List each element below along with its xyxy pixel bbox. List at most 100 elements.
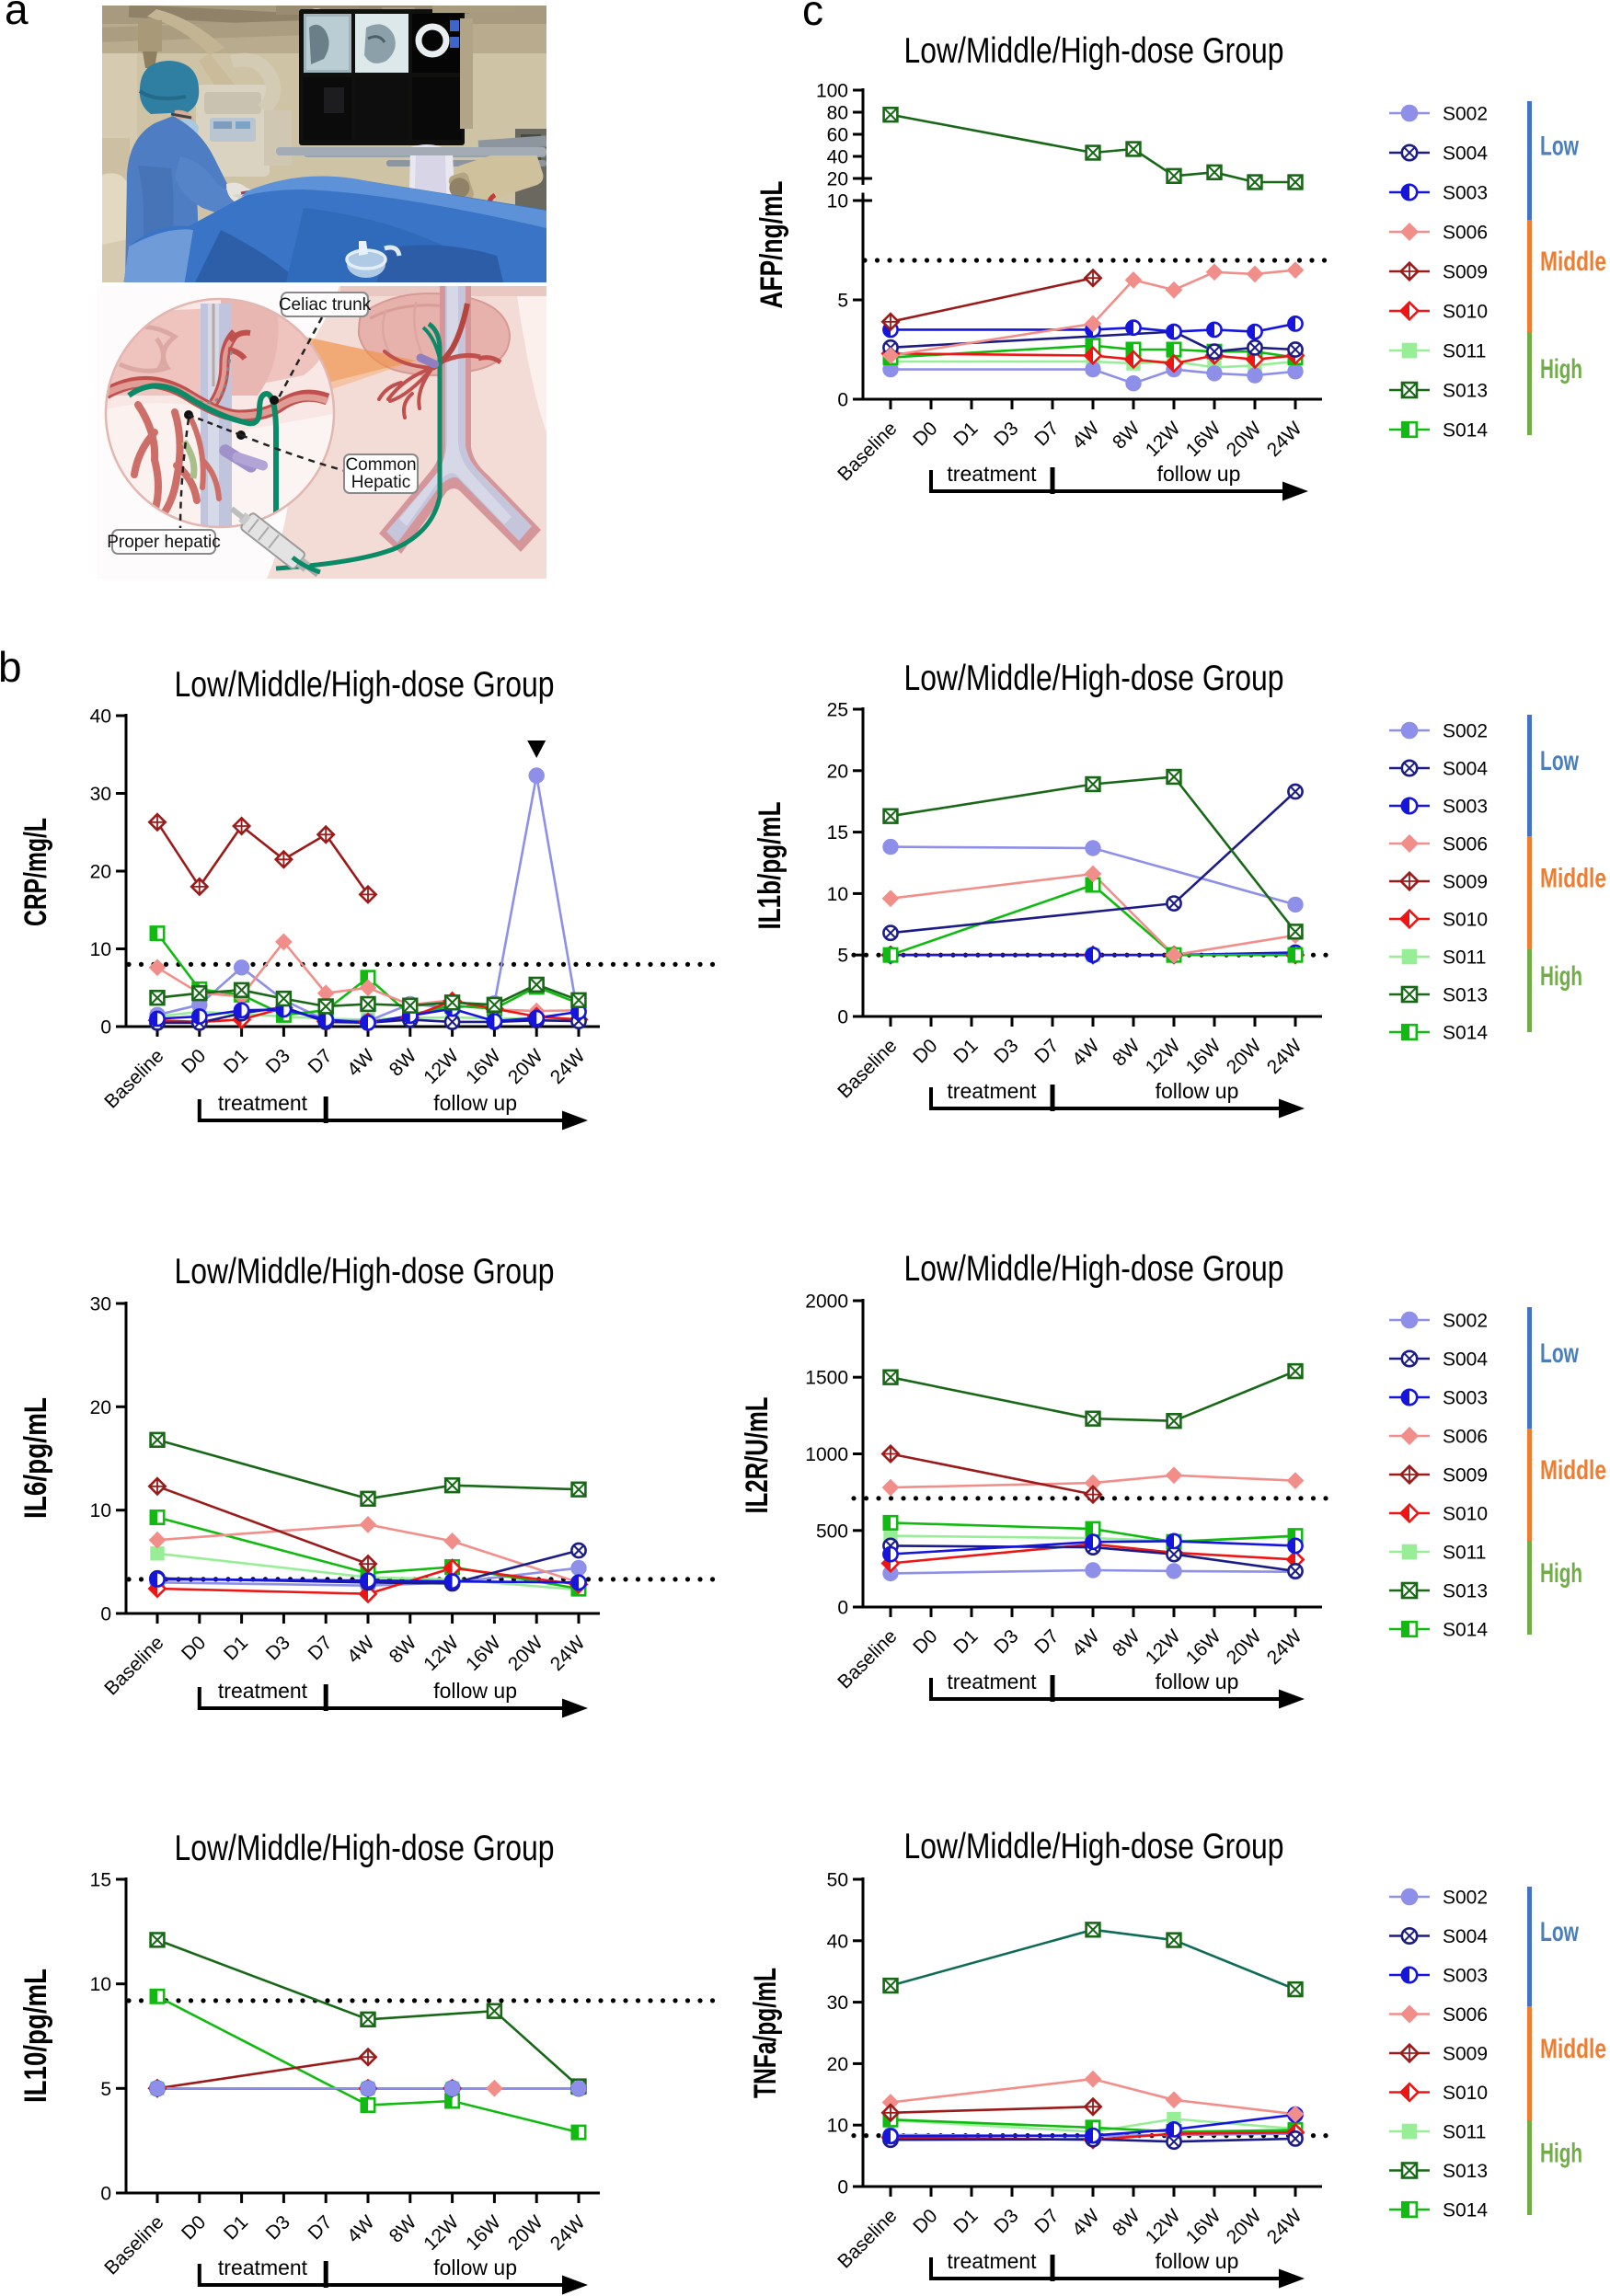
svg-text:24W: 24W (1263, 1035, 1306, 1078)
svg-text:S003: S003 (1443, 1966, 1488, 1987)
svg-text:D7: D7 (1030, 2205, 1063, 2237)
svg-text:treatment: treatment (947, 462, 1037, 486)
svg-text:20W: 20W (504, 1045, 547, 1088)
svg-text:CRP/mg/L: CRP/mg/L (18, 818, 53, 926)
svg-text:S009: S009 (1443, 262, 1488, 283)
svg-text:0: 0 (837, 1598, 848, 1619)
svg-text:80: 80 (827, 103, 848, 124)
svg-text:D1: D1 (949, 2205, 982, 2237)
svg-text:Low/Middle/High-dose Group: Low/Middle/High-dose Group (904, 1249, 1284, 1289)
svg-text:D7: D7 (1030, 1035, 1063, 1067)
svg-text:S003: S003 (1443, 1388, 1488, 1409)
svg-text:1500: 1500 (805, 1368, 848, 1389)
svg-text:5: 5 (837, 291, 848, 312)
svg-text:16W: 16W (462, 1632, 505, 1675)
svg-text:0: 0 (100, 1017, 111, 1039)
svg-text:20: 20 (827, 169, 848, 190)
svg-text:12W: 12W (420, 1632, 463, 1675)
svg-text:treatment: treatment (947, 1079, 1037, 1103)
svg-text:TNFa/pg/mL: TNFa/pg/mL (748, 1968, 783, 2098)
svg-text:follow up: follow up (433, 2256, 517, 2279)
svg-text:c: c (802, 0, 823, 34)
svg-text:10: 10 (827, 884, 848, 905)
svg-text:4W: 4W (1068, 1035, 1104, 1071)
svg-text:D0: D0 (178, 1045, 210, 1077)
svg-text:20: 20 (827, 761, 848, 782)
svg-text:IL2R/U/mL: IL2R/U/mL (740, 1397, 775, 1514)
svg-text:AFP/ng/mL: AFP/ng/mL (754, 181, 789, 309)
svg-text:12W: 12W (1142, 418, 1185, 461)
svg-text:Low: Low (1540, 1338, 1579, 1369)
svg-text:Low/Middle/High-dose Group: Low/Middle/High-dose Group (175, 665, 555, 705)
svg-text:S009: S009 (1443, 1465, 1488, 1487)
svg-text:treatment: treatment (218, 1679, 308, 1703)
svg-text:follow up: follow up (1156, 1079, 1239, 1103)
svg-text:12W: 12W (420, 2211, 463, 2255)
svg-text:D0: D0 (909, 1625, 941, 1658)
svg-text:Proper hepatic: Proper hepatic (107, 533, 221, 552)
svg-text:40: 40 (827, 1931, 848, 1952)
svg-text:High: High (1540, 961, 1582, 992)
svg-text:8W: 8W (1109, 2205, 1144, 2241)
svg-text:S010: S010 (1443, 1504, 1488, 1525)
svg-text:Middle: Middle (1540, 247, 1606, 277)
svg-text:16W: 16W (1182, 1035, 1225, 1078)
svg-text:D3: D3 (990, 1625, 1022, 1658)
svg-text:D1: D1 (220, 1632, 252, 1664)
svg-text:10: 10 (827, 2116, 848, 2137)
svg-text:S004: S004 (1443, 1926, 1488, 1947)
svg-text:Middle: Middle (1540, 864, 1606, 894)
svg-text:10: 10 (90, 1500, 111, 1521)
svg-text:S004: S004 (1443, 1349, 1488, 1371)
svg-text:0: 0 (837, 390, 848, 411)
svg-text:2000: 2000 (805, 1292, 848, 1313)
svg-text:15: 15 (827, 822, 848, 844)
svg-text:S006: S006 (1443, 1427, 1488, 1448)
svg-text:Baseline: Baseline (834, 2205, 901, 2272)
svg-text:8W: 8W (1109, 418, 1144, 453)
svg-text:20: 20 (90, 862, 111, 883)
svg-text:Low/Middle/High-dose Group: Low/Middle/High-dose Group (904, 31, 1284, 71)
svg-text:24W: 24W (1263, 2205, 1306, 2248)
svg-text:Low/Middle/High-dose Group: Low/Middle/High-dose Group (175, 1829, 555, 1868)
svg-text:S004: S004 (1443, 759, 1488, 780)
svg-text:follow up: follow up (1156, 2249, 1239, 2273)
svg-text:D3: D3 (990, 2205, 1022, 2237)
svg-text:D1: D1 (220, 2211, 252, 2244)
svg-text:12W: 12W (1142, 2205, 1185, 2248)
svg-text:IL10/pg/mL: IL10/pg/mL (18, 1969, 53, 2103)
svg-text:D7: D7 (304, 1632, 336, 1664)
svg-text:Low/Middle/High-dose Group: Low/Middle/High-dose Group (904, 659, 1284, 698)
svg-text:20: 20 (827, 2054, 848, 2075)
svg-text:Common: Common (345, 455, 416, 475)
svg-text:10: 10 (90, 1974, 111, 1995)
svg-text:S003: S003 (1443, 183, 1488, 204)
svg-text:15: 15 (90, 1870, 111, 1891)
svg-text:D1: D1 (220, 1045, 252, 1077)
svg-text:16W: 16W (1182, 2205, 1225, 2248)
svg-text:S011: S011 (1443, 341, 1487, 362)
svg-text:30: 30 (90, 784, 111, 805)
svg-text:D3: D3 (262, 2211, 294, 2244)
svg-text:D3: D3 (262, 1632, 294, 1664)
svg-text:treatment: treatment (947, 1670, 1037, 1693)
svg-text:D0: D0 (178, 1632, 210, 1664)
svg-text:S013: S013 (1443, 985, 1488, 1006)
svg-text:S010: S010 (1443, 2083, 1488, 2104)
svg-text:Baseline: Baseline (100, 2211, 167, 2279)
svg-text:4W: 4W (1068, 418, 1104, 453)
svg-text:S006: S006 (1443, 223, 1488, 244)
svg-text:S004: S004 (1443, 144, 1488, 165)
svg-text:500: 500 (816, 1521, 848, 1542)
svg-text:D0: D0 (909, 418, 941, 450)
svg-text:D7: D7 (1030, 1625, 1063, 1658)
svg-text:Middle: Middle (1540, 2034, 1606, 2064)
svg-text:Baseline: Baseline (834, 418, 901, 485)
svg-text:Celiac trunk: Celiac trunk (279, 295, 372, 315)
svg-text:S010: S010 (1443, 302, 1488, 323)
svg-text:follow up: follow up (1157, 462, 1241, 486)
svg-text:Middle: Middle (1540, 1455, 1606, 1486)
svg-text:D0: D0 (178, 2211, 210, 2244)
svg-text:Low: Low (1540, 1917, 1579, 1947)
svg-text:20W: 20W (504, 1632, 547, 1675)
